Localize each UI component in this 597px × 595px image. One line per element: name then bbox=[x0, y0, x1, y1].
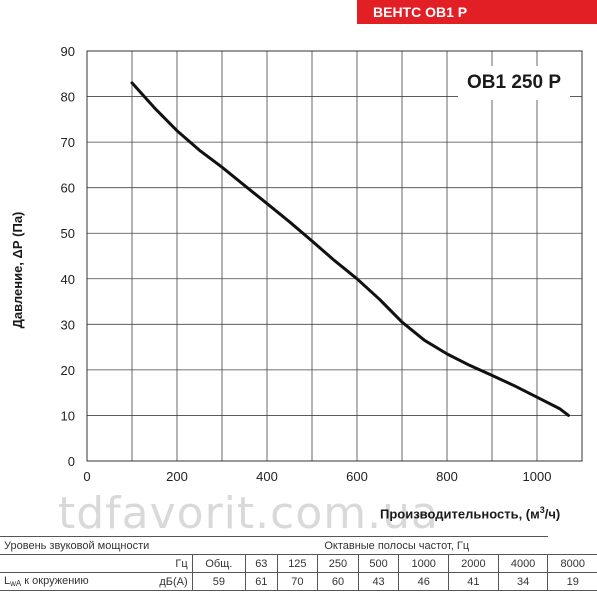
model-label: ОВ1 250 Р bbox=[458, 66, 570, 100]
freq-cell: 500 bbox=[357, 554, 399, 573]
value-cell: 19 bbox=[547, 572, 597, 591]
y-tick-label: 30 bbox=[61, 317, 75, 332]
row-label: LwA к окружению bbox=[0, 572, 138, 591]
y-tick-label: 90 bbox=[61, 44, 75, 59]
value-cell: 46 bbox=[398, 572, 449, 591]
x-tick-label: 600 bbox=[346, 469, 368, 484]
x-tick-label: 0 bbox=[83, 469, 90, 484]
table-values-row: LwA к окружению дБ(А) 59 61 70 60 43 46 … bbox=[0, 572, 597, 591]
value-cell: 61 bbox=[245, 572, 278, 591]
y-tick-label: 40 bbox=[61, 272, 75, 287]
y-tick-label: 50 bbox=[61, 226, 75, 241]
freq-cell: 250 bbox=[317, 554, 359, 573]
sound-power-table: Уровень звуковой мощности Октавные полос… bbox=[0, 536, 597, 591]
x-tick-label: 1000 bbox=[523, 469, 552, 484]
plot-frame bbox=[86, 50, 583, 462]
table-header-row: Уровень звуковой мощности Октавные полос… bbox=[0, 536, 597, 555]
series-line bbox=[130, 81, 570, 417]
table-freq-row: Гц Общ. 63 125 250 500 1000 2000 4000 80… bbox=[0, 554, 597, 573]
value-cell: 41 bbox=[448, 572, 499, 591]
freq-cell: 125 bbox=[276, 554, 318, 573]
total-value: 59 bbox=[191, 572, 246, 591]
y-tick-labels: 0 10 20 30 40 50 60 70 80 90 bbox=[61, 44, 75, 469]
table-title-left: Уровень звуковой мощности bbox=[0, 536, 246, 555]
unit-db: дБ(А) bbox=[137, 572, 193, 591]
unit-hz: Гц bbox=[137, 554, 193, 573]
total-label: Общ. bbox=[191, 554, 246, 573]
y-tick-label: 60 bbox=[61, 181, 75, 196]
y-tick-label: 10 bbox=[61, 408, 75, 423]
blank-cell bbox=[0, 554, 138, 573]
value-cell: 43 bbox=[357, 572, 399, 591]
x-tick-label: 800 bbox=[436, 469, 458, 484]
freq-cell: 1000 bbox=[398, 554, 449, 573]
chart-grid bbox=[86, 50, 583, 462]
value-cell: 34 bbox=[497, 572, 548, 591]
freq-cell: 4000 bbox=[497, 554, 548, 573]
freq-cell: 63 bbox=[245, 554, 278, 573]
y-axis-label: Давление, ΔР (Па) bbox=[10, 211, 25, 329]
y-tick-label: 80 bbox=[61, 90, 75, 105]
chart-series bbox=[130, 81, 570, 417]
value-cell: 60 bbox=[317, 572, 359, 591]
y-tick-label: 70 bbox=[61, 135, 75, 150]
y-tick-label: 0 bbox=[68, 454, 75, 469]
series-banner: ВЕНТС ОВ1 Р bbox=[357, 0, 597, 24]
pressure-flow-chart: 0 10 20 30 40 50 60 70 80 90 0 200 400 600 800 1000 bbox=[61, 44, 583, 484]
watermark-text: tdfavorit.com.ua bbox=[58, 488, 439, 539]
y-tick-label: 20 bbox=[61, 363, 75, 378]
table-title-right: Октавные полосы частот, Гц bbox=[245, 536, 548, 555]
value-cell: 70 bbox=[276, 572, 318, 591]
x-tick-labels: 0 200 400 600 800 1000 bbox=[83, 469, 551, 484]
x-axis-label: Производительность, (м3/ч) bbox=[380, 505, 561, 522]
x-tick-label: 400 bbox=[256, 469, 278, 484]
freq-cell: 8000 bbox=[547, 554, 597, 573]
freq-cell: 2000 bbox=[448, 554, 499, 573]
x-tick-label: 200 bbox=[166, 469, 188, 484]
